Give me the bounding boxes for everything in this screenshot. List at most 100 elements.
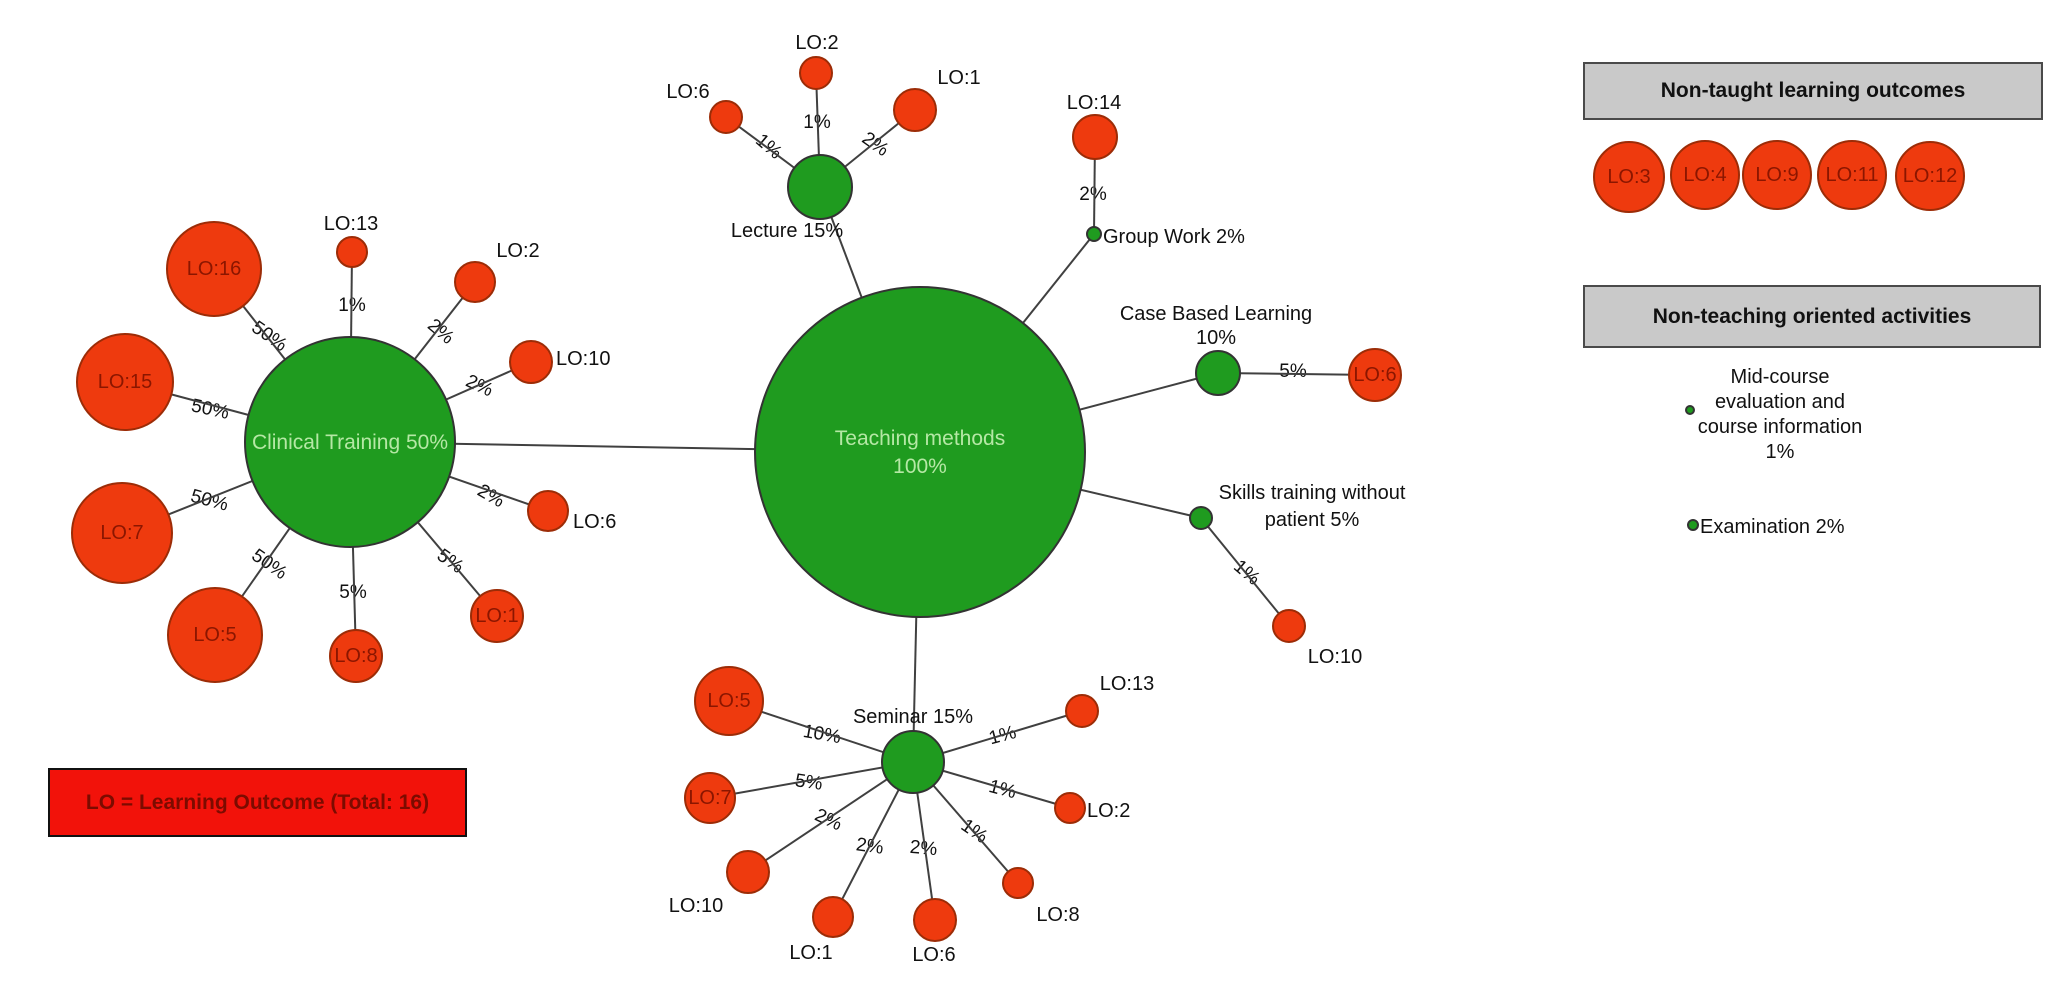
node-examination: [1687, 519, 1699, 531]
edge-seminar-s_lo7: [709, 761, 914, 799]
node-c_lo7: [71, 482, 173, 584]
node-leg_lo11: [1817, 140, 1887, 210]
node-c_lo15: [76, 333, 174, 431]
label-c_lo15: LO:15: [98, 371, 152, 393]
node-leg_lo12: [1895, 141, 1965, 211]
label-sk_lo10: LO:10: [1308, 646, 1362, 668]
label-s_lo7: LO:7: [688, 787, 731, 809]
label-c_lo13: LO:13: [324, 213, 378, 235]
label-s_lo13: LO:13: [1100, 673, 1154, 695]
node-skills: [1189, 506, 1213, 530]
node-lecture: [787, 154, 853, 220]
non-taught-legend-header: Non-taught learning outcomes: [1583, 62, 2043, 120]
node-clinical: [244, 336, 456, 548]
edge-label-seminar-s_lo2: 1%: [986, 776, 1018, 803]
label-s_lo1: LO:1: [789, 942, 832, 964]
edge-label-clinical-c_lo8: 5%: [339, 582, 367, 603]
node-c_lo16: [166, 221, 262, 317]
node-c_lo2: [454, 261, 496, 303]
label-s_lo6: LO:6: [912, 944, 955, 966]
node-s_lo6: [913, 898, 957, 942]
label-gw_lo14: LO:14: [1067, 92, 1121, 114]
label-c_lo2: LO:2: [496, 240, 539, 262]
label-c_lo10: LO:10: [556, 348, 610, 370]
node-c_lo13: [336, 236, 368, 268]
label-cbl_lo6: LO:6: [1353, 364, 1396, 386]
label-seminar: Seminar 15%: [853, 706, 973, 728]
node-l_lo1: [893, 88, 937, 132]
label-l_lo2: LO:2: [795, 32, 838, 54]
node-mid_course: [1685, 405, 1695, 415]
label-c_lo1: LO:1: [475, 605, 518, 627]
label-lecture: Lecture 15%: [731, 220, 844, 242]
node-s_lo13: [1065, 694, 1099, 728]
node-l_lo6: [709, 100, 743, 134]
node-cbl_lo6: [1348, 348, 1402, 402]
node-c_lo8: [329, 629, 383, 683]
lo-abbreviation-note-text: LO = Learning Outcome (Total: 16): [85, 790, 430, 814]
label-skills: Skills training without patient 5%: [1219, 482, 1406, 531]
label-s_lo2: LO:2: [1087, 800, 1130, 822]
edge-label-seminar-s_lo5: 10%: [801, 721, 842, 748]
edge-label-clinical-c_lo2: 2%: [423, 315, 458, 349]
label-leg_lo11: LO:11: [1826, 164, 1879, 186]
node-l_lo2: [799, 56, 833, 90]
non-teaching-legend-header: Non-teaching oriented activities: [1583, 285, 2041, 348]
lo-abbreviation-note: LO = Learning Outcome (Total: 16): [48, 768, 467, 837]
label-leg_lo12: LO:12: [1903, 165, 1957, 187]
label-leg_lo4: LO:4: [1683, 164, 1726, 186]
node-s_lo10: [726, 850, 770, 894]
edge-label-clinical-c_lo10: 2%: [462, 371, 496, 402]
label-examination: Examination 2%: [1700, 516, 1845, 538]
label-s_lo8: LO:8: [1036, 904, 1079, 926]
node-c_lo6: [527, 490, 569, 532]
label-leg_lo3: LO:3: [1607, 166, 1650, 188]
label-c_lo8: LO:8: [334, 645, 377, 667]
edge-label-seminar-s_lo10: 2%: [811, 805, 845, 836]
edge-seminar-s_lo10: [747, 761, 914, 873]
node-seminar: [881, 730, 945, 794]
label-leg_lo9: LO:9: [1755, 164, 1798, 186]
non-taught-legend-title: Non-taught learning outcomes: [1660, 79, 1966, 102]
label-c_lo16: LO:16: [187, 258, 241, 280]
node-labels-layer: Teaching methods 100% Clinical Training 50…: [98, 32, 1957, 966]
label-cbl: Case Based Learning 10%: [1120, 303, 1312, 349]
node-groupwork: [1086, 226, 1102, 242]
label-mid_course: Mid-course evaluation and course informati…: [1698, 366, 1863, 463]
edge-label-groupwork-gw_lo14: 2%: [1079, 184, 1107, 205]
label-c_lo6: LO:6: [573, 511, 616, 533]
edge-label-seminar-s_lo6: 2%: [909, 837, 938, 860]
label-s_lo10: LO:10: [669, 895, 723, 917]
node-s_lo7: [684, 772, 736, 824]
label-c_lo7: LO:7: [100, 522, 143, 544]
node-leg_lo9: [1742, 140, 1812, 210]
node-s_lo5: [694, 666, 764, 736]
label-l_lo6: LO:6: [666, 81, 709, 103]
label-c_lo5: LO:5: [193, 624, 236, 646]
node-leg_lo4: [1670, 140, 1740, 210]
label-groupwork: Group Work 2%: [1103, 226, 1245, 248]
node-s_lo1: [812, 896, 854, 938]
node-s_lo2: [1054, 792, 1086, 824]
label-clinical: Clinical Training 50%: [252, 431, 448, 454]
node-s_lo8: [1002, 867, 1034, 899]
label-teaching: Teaching methods 100%: [835, 427, 1005, 478]
label-l_lo1: LO:1: [937, 67, 980, 89]
nodes-layer: [71, 56, 1965, 942]
edge-label-clinical-c_lo7: 50%: [188, 486, 230, 516]
node-teaching: [754, 286, 1086, 618]
node-sk_lo10: [1272, 609, 1306, 643]
node-c_lo1: [470, 589, 524, 643]
label-s_lo5: LO:5: [707, 690, 750, 712]
edge-skills-sk_lo10: [1200, 517, 1290, 627]
node-c_lo5: [167, 587, 263, 683]
node-leg_lo3: [1593, 141, 1665, 213]
node-c_lo10: [509, 340, 553, 384]
edge-label-clinical-c_lo16: 50%: [248, 317, 291, 356]
non-teaching-legend-title: Non-teaching oriented activities: [1652, 304, 1972, 328]
node-cbl: [1195, 350, 1241, 396]
node-gw_lo14: [1072, 114, 1118, 160]
edge-label-cbl-cbl_lo6: 5%: [1279, 361, 1307, 382]
